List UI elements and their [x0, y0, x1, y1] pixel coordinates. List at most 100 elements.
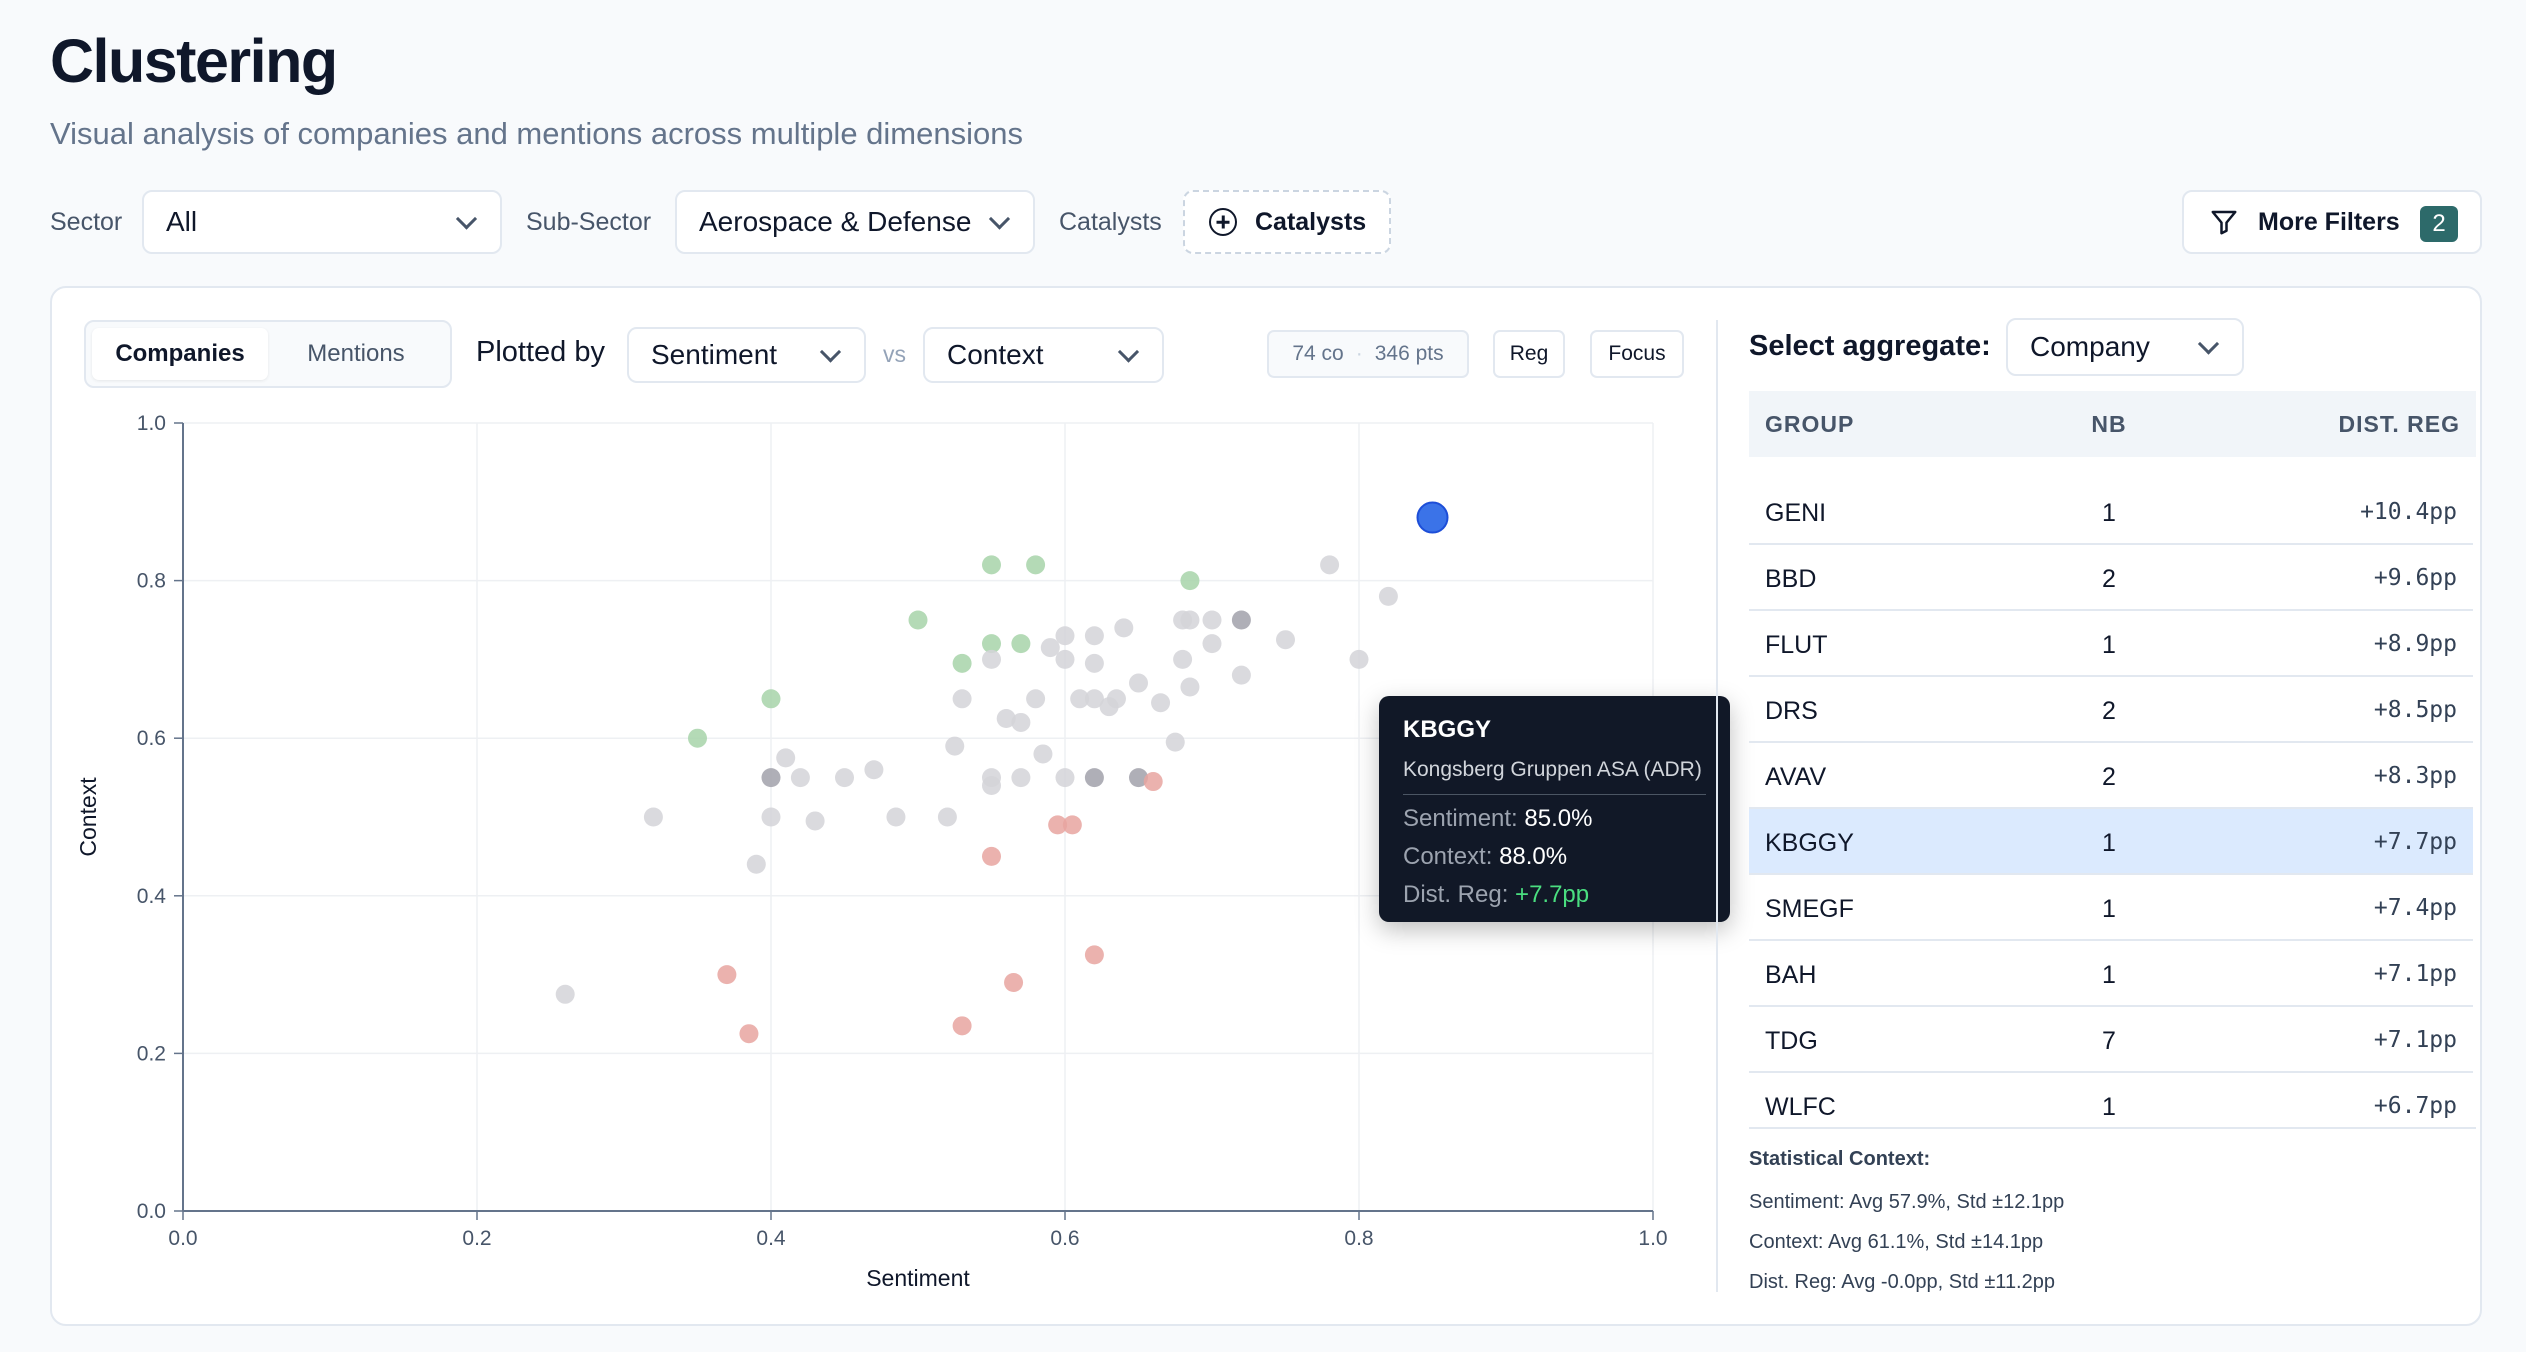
- data-point[interactable]: [982, 555, 1001, 575]
- data-point[interactable]: [1276, 630, 1295, 650]
- data-point[interactable]: [1180, 677, 1200, 697]
- scatter-chart[interactable]: 0.0 0.2 0.4 0.6 0.8 1.0 0.0 0.2 0.4 0.6 0.8 1.0 Sen…: [60, 400, 1700, 1300]
- data-point[interactable]: [864, 760, 884, 780]
- data-point[interactable]: [761, 807, 781, 827]
- table-row[interactable]: WLFC 1 +6.7pp: [1749, 1073, 2473, 1127]
- table-row[interactable]: FLUT 1 +8.9pp: [1749, 611, 2473, 677]
- data-point[interactable]: [1011, 768, 1031, 788]
- data-point[interactable]: [1202, 634, 1222, 654]
- add-catalysts-button[interactable]: Catalysts: [1183, 190, 1391, 254]
- data-point[interactable]: [1114, 618, 1134, 638]
- data-point[interactable]: [982, 846, 1001, 866]
- table-row[interactable]: KBGGY 1 +7.7pp: [1749, 809, 2473, 875]
- data-point[interactable]: [886, 807, 906, 827]
- table-row[interactable]: TDG 7 +7.1pp: [1749, 1007, 2473, 1073]
- aggregate-select[interactable]: Company: [2006, 318, 2244, 376]
- data-point[interactable]: [835, 768, 854, 788]
- highlighted-data-point[interactable]: [1416, 501, 1449, 534]
- data-point[interactable]: [908, 610, 928, 630]
- column-header-group[interactable]: GROUP: [1765, 411, 1855, 437]
- sector-select[interactable]: All: [142, 190, 502, 254]
- data-point[interactable]: [1048, 815, 1068, 835]
- data-point[interactable]: [1106, 689, 1126, 709]
- subsector-select[interactable]: Aerospace & Defense: [675, 190, 1035, 254]
- data-point[interactable]: [982, 649, 1001, 669]
- data-point[interactable]: [1129, 768, 1148, 788]
- aggregate-table-body[interactable]: GENI 1 +10.4pp BBD 2 +9.6pp FLUT 1 +8.9pp DRS 2 +8.…: [1749, 457, 2476, 1129]
- data-point[interactable]: [1084, 626, 1104, 646]
- page-subtitle: Visual analysis of companies and mention…: [50, 116, 1023, 151]
- data-point[interactable]: [1151, 693, 1171, 713]
- point-tooltip: KBGGY Kongsberg Gruppen ASA (ADR) Sentim…: [1379, 696, 1730, 922]
- data-point[interactable]: [982, 634, 1001, 654]
- data-point[interactable]: [739, 1024, 759, 1044]
- y-metric-value: Context: [947, 339, 1044, 370]
- data-point[interactable]: [1033, 744, 1053, 764]
- data-point[interactable]: [1055, 649, 1075, 669]
- data-point[interactable]: [1084, 653, 1104, 673]
- plus-circle-icon: [1209, 208, 1237, 236]
- data-point[interactable]: [1011, 634, 1031, 654]
- row-dist-reg: +8.3pp: [2373, 763, 2457, 789]
- data-point[interactable]: [952, 653, 972, 673]
- data-point[interactable]: [1084, 689, 1104, 709]
- row-group: BBD: [1765, 565, 1817, 593]
- data-point[interactable]: [1378, 586, 1398, 606]
- data-point[interactable]: [1349, 649, 1369, 669]
- data-point[interactable]: [776, 748, 796, 768]
- data-point[interactable]: [717, 965, 737, 985]
- data-point[interactable]: [1129, 673, 1148, 693]
- data-point[interactable]: [1055, 626, 1075, 646]
- tab-mentions[interactable]: Mentions: [307, 340, 405, 367]
- table-row[interactable]: AVAV 2 +8.3pp: [1749, 743, 2473, 809]
- data-point[interactable]: [555, 984, 575, 1004]
- y-metric-select[interactable]: Context: [923, 327, 1164, 383]
- data-point[interactable]: [1165, 732, 1185, 752]
- table-row[interactable]: BAH 1 +7.1pp: [1749, 941, 2473, 1007]
- data-point[interactable]: [1084, 768, 1104, 788]
- data-point[interactable]: [761, 689, 781, 709]
- data-point[interactable]: [1231, 665, 1251, 685]
- data-point[interactable]: [1026, 689, 1046, 709]
- row-group: SMEGF: [1765, 895, 1854, 923]
- more-filters-button[interactable]: More Filters 2: [2182, 190, 2482, 254]
- data-point[interactable]: [1180, 571, 1200, 591]
- data-point[interactable]: [996, 709, 1016, 728]
- data-point[interactable]: [643, 807, 663, 827]
- table-row[interactable]: DRS 2 +8.5pp: [1749, 677, 2473, 743]
- table-row[interactable]: GENI 1 +10.4pp: [1749, 479, 2473, 545]
- data-point[interactable]: [1173, 649, 1193, 669]
- data-point[interactable]: [1062, 815, 1082, 835]
- data-point[interactable]: [1320, 555, 1340, 575]
- data-point[interactable]: [1202, 610, 1222, 630]
- data-point[interactable]: [1040, 638, 1060, 658]
- data-point[interactable]: [805, 811, 825, 831]
- table-row[interactable]: SMEGF 1 +7.4pp: [1749, 875, 2473, 941]
- data-point[interactable]: [952, 1016, 972, 1036]
- data-point[interactable]: [1055, 768, 1075, 788]
- data-point[interactable]: [982, 775, 1001, 795]
- data-point[interactable]: [952, 689, 972, 709]
- data-point[interactable]: [1011, 712, 1031, 732]
- data-point[interactable]: [1070, 689, 1090, 709]
- focus-button[interactable]: Focus: [1590, 330, 1684, 378]
- data-point[interactable]: [761, 768, 781, 788]
- data-point[interactable]: [1004, 972, 1024, 992]
- data-point[interactable]: [1026, 555, 1046, 575]
- row-nb: 1: [2102, 961, 2116, 989]
- tab-companies[interactable]: Companies: [92, 328, 268, 380]
- regression-button[interactable]: Reg: [1493, 330, 1565, 378]
- data-point[interactable]: [1143, 772, 1163, 792]
- table-row[interactable]: BBD 2 +9.6pp: [1749, 545, 2473, 611]
- x-metric-select[interactable]: Sentiment: [627, 327, 866, 383]
- data-point[interactable]: [1084, 945, 1104, 965]
- data-point[interactable]: [688, 728, 707, 748]
- data-point[interactable]: [790, 768, 810, 788]
- column-header-dist-reg[interactable]: DIST. REG: [2338, 411, 2460, 437]
- data-point[interactable]: [1231, 610, 1251, 630]
- data-point[interactable]: [945, 736, 965, 756]
- data-point[interactable]: [1180, 610, 1200, 630]
- data-point[interactable]: [937, 807, 957, 827]
- column-header-nb[interactable]: NB: [2091, 411, 2127, 437]
- data-point[interactable]: [746, 854, 766, 874]
